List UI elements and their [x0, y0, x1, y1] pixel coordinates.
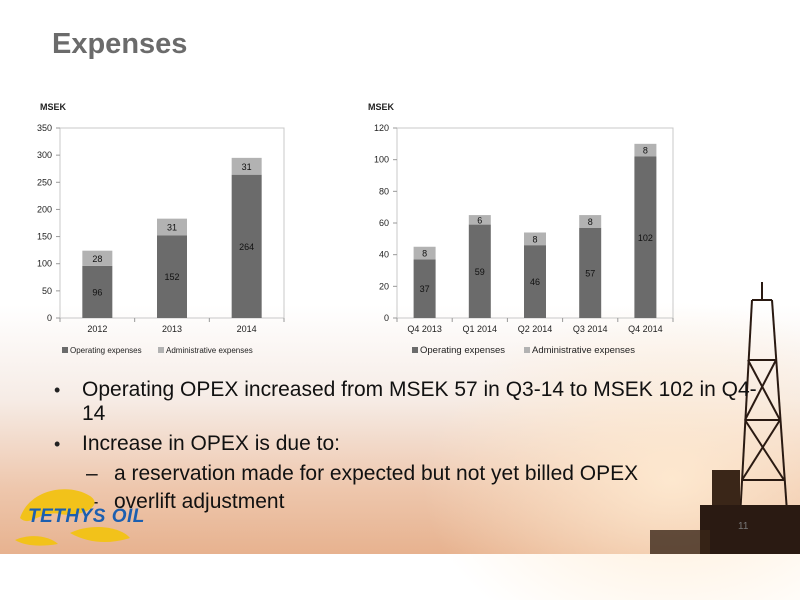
x-tick-label: 2014 [237, 324, 257, 334]
page-title: Expenses [52, 28, 188, 60]
data-label: 102 [638, 233, 653, 243]
bar-segment [579, 215, 602, 228]
bar-segment [231, 174, 262, 318]
data-label: 59 [475, 267, 485, 277]
data-label: 57 [585, 268, 595, 278]
data-label: 6 [477, 215, 482, 225]
x-tick-label: 2013 [162, 324, 182, 334]
y-tick-label: 350 [37, 123, 52, 133]
sub-bullet-item: overlift adjustment [52, 490, 772, 514]
sub-bullet-item: a reservation made for expected but not … [52, 462, 772, 486]
page-number: 11 [738, 521, 749, 532]
data-label: 8 [532, 234, 537, 244]
bar-segment [157, 235, 187, 318]
y-tick-label: 300 [37, 150, 52, 160]
logo-text: TETHYS OIL [28, 506, 145, 527]
data-label: 28 [92, 254, 102, 264]
bar-segment [579, 227, 602, 318]
x-tick-label: Q3 2014 [573, 324, 608, 334]
unit-label: MSEK [40, 102, 67, 112]
data-label: 8 [588, 217, 593, 227]
data-label: 31 [167, 223, 177, 233]
data-label: 37 [420, 284, 430, 294]
legend-label: Operating expenses [420, 345, 505, 356]
legend-label: Administrative expenses [532, 345, 635, 356]
y-tick-label: 150 [37, 232, 52, 242]
data-label: 31 [242, 162, 252, 172]
y-tick-label: 100 [374, 155, 389, 165]
annual-expenses-chart: MSEK 0 50 100 150 200 250 300 350 96 28 2012 152 31 20… [37, 102, 285, 355]
legend-swatch [158, 347, 164, 353]
bar-segment [468, 215, 491, 225]
y-tick-label: 80 [379, 186, 389, 196]
bar-segment [82, 265, 113, 318]
data-label: 46 [530, 277, 540, 287]
data-label: 264 [239, 242, 254, 252]
bar-segment [524, 245, 546, 318]
data-label: 8 [643, 146, 648, 156]
legend-label: Operating expenses [70, 346, 142, 355]
x-tick-label: Q2 2014 [518, 324, 553, 334]
data-label: 8 [422, 249, 427, 259]
y-tick-label: 250 [37, 177, 52, 187]
tethys-oil-logo-icon [15, 489, 130, 546]
legend-swatch [524, 347, 530, 353]
quarterly-expenses-chart: MSEK 0 20 40 60 80 100 120 37 8 Q4 2013 59 6 Q1 2014 4… [368, 102, 674, 356]
bar-segment [634, 143, 657, 157]
y-tick-label: 0 [384, 313, 389, 323]
bar-segment [468, 224, 491, 318]
bar-segment [413, 246, 436, 260]
bar-segment [524, 232, 546, 246]
bullet-list: Operating OPEX increased from MSEK 57 in… [52, 378, 772, 518]
bar-segment [157, 218, 187, 236]
x-tick-label: 2012 [87, 324, 107, 334]
data-label: 96 [92, 287, 102, 297]
bar-segment [231, 157, 262, 175]
legend-swatch [62, 347, 68, 353]
y-tick-label: 100 [37, 259, 52, 269]
bullet-item: Increase in OPEX is due to: [52, 432, 772, 456]
unit-label: MSEK [368, 102, 395, 112]
y-tick-label: 0 [47, 313, 52, 323]
y-tick-label: 200 [37, 204, 52, 214]
x-tick-label: Q4 2013 [407, 324, 442, 334]
bar-segment [634, 156, 657, 318]
bar-segment [82, 250, 113, 266]
y-tick-label: 20 [379, 281, 389, 291]
x-tick-label: Q4 2014 [628, 324, 663, 334]
bar-segment [413, 259, 436, 318]
data-label: 152 [164, 272, 179, 282]
y-tick-label: 50 [42, 286, 52, 296]
bullet-item: Operating OPEX increased from MSEK 57 in… [52, 378, 772, 426]
y-tick-label: 60 [379, 218, 389, 228]
y-tick-label: 120 [374, 123, 389, 133]
x-tick-label: Q1 2014 [463, 324, 498, 334]
legend-label: Administrative expenses [166, 346, 253, 355]
legend-swatch [412, 347, 418, 353]
y-tick-label: 40 [379, 250, 389, 260]
